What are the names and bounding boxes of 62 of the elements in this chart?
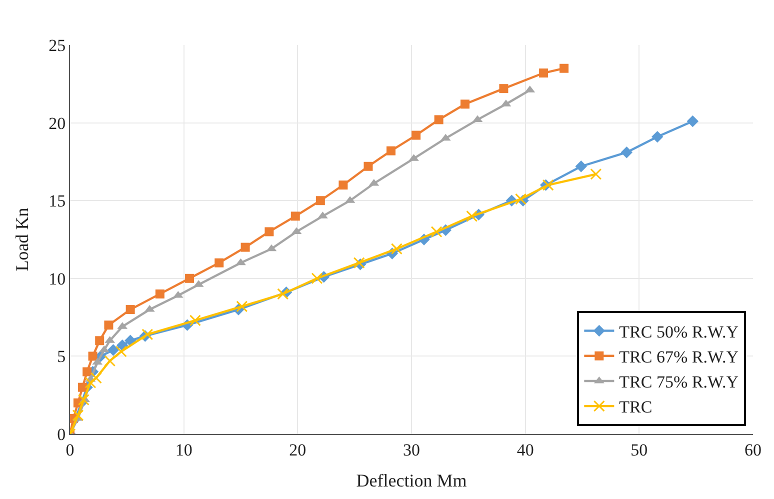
x-tick-label: 50: [630, 440, 648, 460]
point: [78, 394, 90, 406]
point: [88, 352, 98, 361]
y-tick-label: 10: [48, 269, 66, 288]
x-axis-title: Deflection Mm: [356, 470, 467, 490]
point: [499, 84, 508, 94]
point: [189, 314, 201, 326]
legend-label: TRC: [619, 398, 652, 417]
point: [434, 115, 444, 124]
point: [84, 376, 96, 388]
point: [90, 372, 102, 384]
point: [590, 168, 602, 180]
legend-label: TRC 50% R.W.Y: [619, 322, 738, 342]
point: [620, 146, 632, 158]
point: [539, 68, 548, 78]
point: [386, 146, 396, 156]
point: [290, 212, 300, 221]
point: [82, 367, 92, 376]
point: [311, 272, 323, 284]
point: [542, 179, 554, 191]
y-tick-label: 0: [57, 424, 66, 444]
point: [236, 258, 246, 266]
point: [214, 258, 224, 268]
x-tick-label: 30: [403, 440, 420, 460]
point: [560, 64, 569, 73]
y-tick-label: 15: [48, 192, 66, 211]
y-axis-title: Load Kn: [12, 208, 32, 272]
point: [115, 346, 127, 358]
point: [277, 288, 289, 300]
x-tick-label: 20: [289, 440, 306, 460]
point: [185, 274, 194, 283]
y-tick-label: 20: [48, 114, 66, 133]
point: [316, 196, 325, 206]
point: [126, 305, 135, 314]
point: [104, 355, 116, 367]
point: [430, 226, 442, 238]
point: [460, 100, 470, 109]
y-tick-label: 5: [57, 347, 66, 366]
point: [155, 289, 164, 298]
point: [107, 344, 120, 356]
point: [686, 115, 699, 128]
legend-label: TRC 75% R.W.Y: [619, 372, 738, 392]
point: [95, 336, 104, 346]
legend-label: TRC 67% R.W.Y: [619, 348, 738, 366]
x-tick-label: 60: [744, 440, 762, 460]
point: [236, 300, 248, 312]
point: [466, 210, 478, 222]
y-tick-label: 25: [48, 36, 66, 55]
point: [240, 242, 250, 252]
point: [104, 320, 114, 330]
point: [78, 382, 88, 392]
x-tick-label: 10: [175, 440, 192, 460]
point: [575, 160, 587, 172]
x-tick-label: 40: [516, 440, 534, 460]
point: [338, 180, 348, 190]
point: [412, 130, 421, 140]
point: [142, 328, 154, 340]
point: [264, 227, 274, 236]
point: [652, 130, 664, 143]
point: [390, 243, 402, 255]
point: [364, 162, 373, 171]
point: [72, 410, 84, 422]
